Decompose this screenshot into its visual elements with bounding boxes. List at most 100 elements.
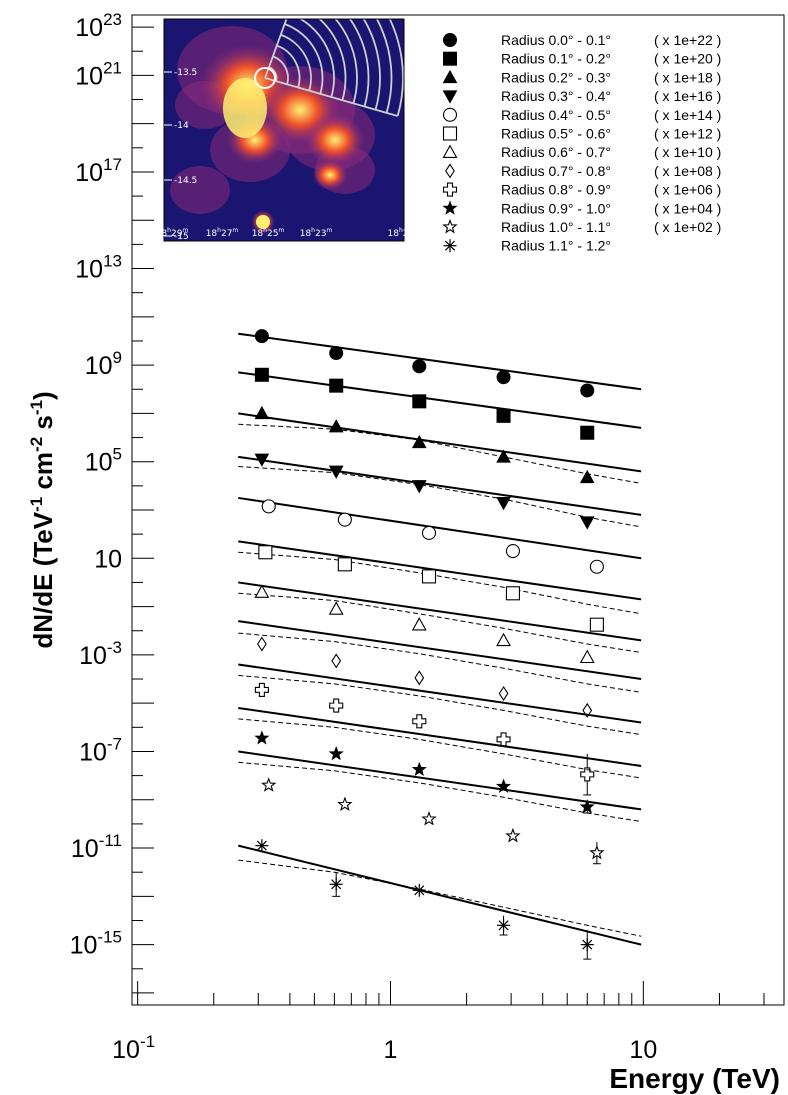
annulus-arc bbox=[276, 44, 301, 88]
annulus-arc bbox=[334, 19, 358, 104]
fit-line bbox=[238, 412, 642, 473]
y-tick-label-base: 10 bbox=[70, 932, 98, 960]
point-marker bbox=[580, 383, 595, 398]
point-marker bbox=[254, 584, 270, 598]
x-tick-label: 10 bbox=[629, 1036, 657, 1064]
fit-line bbox=[238, 455, 642, 516]
legend-label: Radius 0.8° - 0.9° bbox=[501, 182, 611, 198]
point-marker bbox=[580, 767, 595, 782]
model-curve bbox=[238, 674, 642, 736]
point-marker bbox=[579, 469, 595, 484]
y-tick-label-exp: 17 bbox=[103, 155, 122, 174]
series-layer bbox=[238, 329, 642, 960]
point-marker bbox=[412, 359, 427, 374]
y-tick-label-base: 10 bbox=[75, 256, 103, 284]
inset-tick-part: 25 bbox=[267, 229, 278, 239]
point-marker bbox=[505, 543, 520, 559]
y-tick-label: 10-15 bbox=[70, 928, 122, 960]
annulus-arc bbox=[348, 19, 370, 107]
y-tick-label: 1023 bbox=[75, 10, 122, 42]
x-tick-label-base: 10 bbox=[112, 1036, 140, 1064]
legend-scale: ( x 1e+14 ) bbox=[654, 107, 721, 123]
legend-label: Radius 0.0° - 0.1° bbox=[501, 32, 611, 48]
x-tick-label-base: 1 bbox=[384, 1036, 398, 1064]
asterisk-stroke bbox=[256, 840, 267, 851]
inset-tick-part: m bbox=[182, 227, 188, 234]
y-tick-label-base: 10 bbox=[79, 738, 107, 766]
point-marker bbox=[412, 394, 427, 409]
point-marker bbox=[411, 617, 427, 631]
inset-tick-part: h bbox=[399, 227, 403, 234]
x-tick-label-base: 10 bbox=[629, 1036, 657, 1064]
fit-line bbox=[238, 540, 642, 601]
point-marker bbox=[505, 827, 521, 843]
legend-label: Radius 0.4° - 0.5° bbox=[501, 107, 611, 123]
legend-scale: ( x 1e+12 ) bbox=[654, 126, 721, 142]
point-marker bbox=[411, 434, 427, 449]
y-tick-label: 10-7 bbox=[79, 734, 122, 766]
inset-y-tick-label: -14.5 bbox=[174, 176, 197, 186]
inset-tick-part: m bbox=[232, 227, 238, 234]
emission-hotspot bbox=[312, 159, 348, 191]
x-axis-label: Energy (TeV) bbox=[609, 1063, 780, 1094]
fit-line bbox=[238, 620, 642, 681]
y-tick-label-base: 10 bbox=[75, 62, 103, 90]
y-label-part: -1 bbox=[27, 497, 46, 512]
inset-x-tick-label: 18h29m bbox=[156, 227, 189, 239]
point-marker bbox=[329, 877, 343, 891]
point-source-core bbox=[256, 215, 270, 229]
legend-entry: Radius 0.9° - 1.0° ( x 1e+04 ) bbox=[442, 200, 721, 216]
inset-tick-part: 29 bbox=[171, 229, 183, 239]
point-marker bbox=[589, 617, 604, 632]
x-tick-label: 1 bbox=[384, 1036, 398, 1064]
point-marker bbox=[496, 370, 511, 385]
legend-entry: Radius 0.8° - 0.9° ( x 1e+06 ) bbox=[442, 182, 721, 198]
series-group bbox=[238, 367, 642, 440]
point-marker bbox=[412, 883, 426, 897]
inset-tick-part: m bbox=[326, 227, 332, 234]
point-marker bbox=[328, 419, 344, 433]
point-marker bbox=[254, 453, 270, 467]
legend-label: Radius 1.1° - 1.2° bbox=[501, 238, 611, 254]
model-curve bbox=[238, 466, 642, 528]
asterisk-stroke bbox=[582, 939, 593, 950]
y-tick-label-base: 10 bbox=[94, 545, 122, 573]
y-tick-label: 109 bbox=[85, 348, 122, 380]
y-label-part: -2 bbox=[27, 437, 46, 452]
point-marker bbox=[414, 670, 425, 686]
point-marker bbox=[329, 378, 344, 393]
point-marker bbox=[442, 126, 458, 141]
model-curve bbox=[238, 859, 642, 937]
point-marker bbox=[442, 144, 458, 158]
y-tick-label-base: 10 bbox=[75, 14, 103, 42]
y-tick-label-exp: -15 bbox=[97, 928, 122, 947]
inset-tick-part: 18 bbox=[300, 229, 312, 239]
annulus-arc bbox=[298, 19, 335, 98]
y-tick-label: 10-11 bbox=[71, 831, 122, 863]
legend-entry: Radius 0.3° - 0.4° ( x 1e+16 ) bbox=[442, 88, 721, 104]
point-marker bbox=[254, 367, 269, 382]
inset-y-tick-label: -15 bbox=[174, 232, 189, 242]
fit-line bbox=[238, 371, 642, 429]
legend-entry: Radius 0.5° - 0.6° ( x 1e+12 ) bbox=[442, 126, 721, 142]
fit-line bbox=[238, 581, 642, 642]
model-curve bbox=[238, 761, 642, 822]
inset-tick-part: h bbox=[263, 227, 267, 234]
legend-scale: ( x 1e+20 ) bbox=[654, 51, 721, 67]
y-label-part: cm bbox=[28, 452, 58, 497]
wedge-edge bbox=[264, 77, 398, 117]
point-marker bbox=[497, 918, 511, 932]
point-marker bbox=[261, 777, 277, 792]
point-marker bbox=[580, 938, 594, 952]
fit-line bbox=[238, 844, 642, 946]
legend-entry: Radius 0.0° - 0.1° ( x 1e+22 ) bbox=[443, 32, 721, 48]
point-marker bbox=[421, 811, 437, 826]
point-marker bbox=[442, 182, 458, 197]
annulus-arc bbox=[268, 66, 278, 82]
series-group bbox=[238, 707, 642, 814]
y-label-part: s bbox=[28, 415, 58, 437]
y-label-part: -1 bbox=[27, 400, 46, 415]
series-group bbox=[238, 405, 642, 484]
